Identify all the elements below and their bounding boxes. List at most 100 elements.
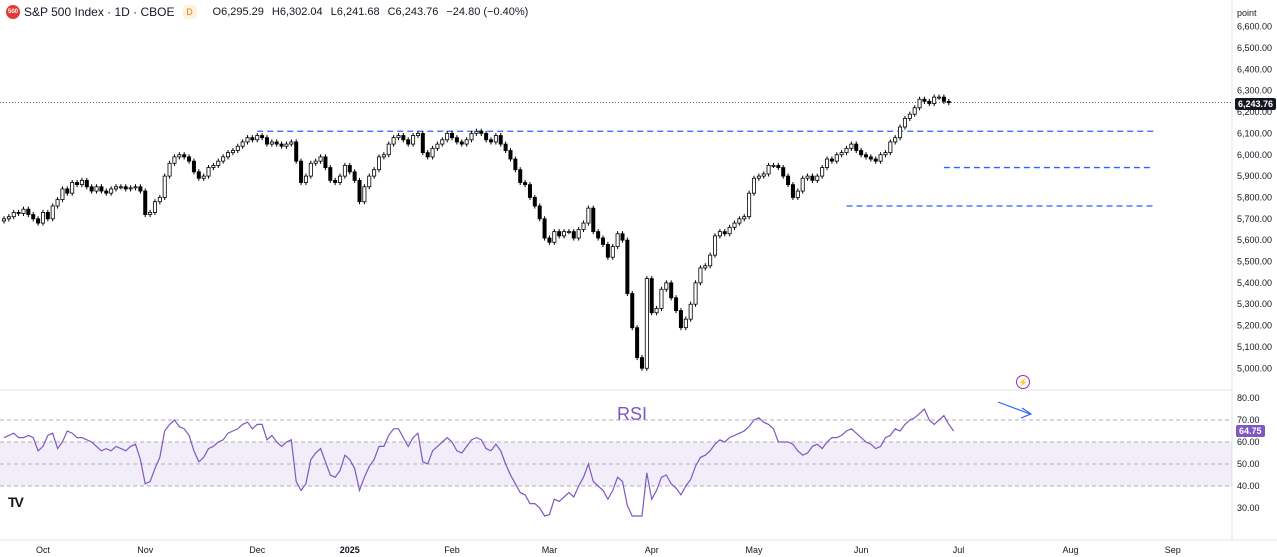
price-tick-label: 5,000.00 — [1237, 363, 1272, 373]
candle-body — [342, 165, 347, 177]
candle-body — [586, 207, 591, 224]
candle-body — [55, 199, 60, 207]
candle-body — [352, 171, 357, 181]
candle-body — [664, 282, 669, 290]
candle-body — [805, 175, 810, 179]
candle-body — [454, 137, 459, 143]
rsi-tick-label: 40.00 — [1237, 481, 1260, 491]
candle-body — [6, 216, 11, 220]
candle-body — [883, 152, 888, 156]
candle-body — [800, 177, 805, 192]
candle-body — [191, 160, 196, 173]
candle-body — [639, 357, 644, 369]
candle-body — [766, 165, 771, 175]
candle-body — [795, 190, 800, 198]
candle-body — [89, 186, 94, 192]
candle-body — [503, 143, 508, 151]
tradingview-logo[interactable]: TV — [8, 494, 24, 510]
candle-body — [815, 175, 820, 181]
candle-body — [917, 98, 922, 109]
candle-body — [79, 179, 84, 186]
candle-body — [450, 132, 455, 139]
candle-body — [659, 288, 664, 309]
candle-body — [201, 175, 206, 179]
candle-body — [391, 137, 396, 145]
candle-body — [620, 233, 625, 241]
time-tick-label: 2025 — [340, 545, 360, 555]
candle-body — [118, 186, 123, 189]
candle-body — [615, 233, 620, 247]
candle-body — [260, 135, 265, 139]
candle-body — [411, 135, 416, 145]
flash-icon[interactable]: ⚡ — [1016, 375, 1030, 389]
candle-body — [859, 150, 864, 156]
candle-body — [182, 154, 187, 158]
candle-body — [737, 218, 742, 224]
candle-body — [148, 211, 153, 215]
candle-body — [430, 147, 435, 158]
candle-body — [484, 132, 489, 141]
candle-body — [70, 182, 75, 194]
rsi-last-tag: 64.75 — [1236, 425, 1265, 437]
candle-body — [138, 186, 143, 192]
candle-body — [445, 132, 450, 141]
candle-body — [747, 192, 752, 218]
candle-body — [732, 222, 737, 228]
candle-body — [557, 231, 562, 237]
candle-body — [294, 141, 299, 162]
candle-body — [834, 154, 839, 162]
candle-body — [756, 175, 761, 179]
candle-body — [362, 186, 367, 203]
candle-body — [878, 154, 883, 162]
candle-body — [36, 218, 41, 224]
candle-body — [571, 231, 576, 239]
candle-body — [167, 162, 172, 177]
axis-unit-label[interactable]: point — [1237, 8, 1257, 18]
rsi-tick-label: 80.00 — [1237, 393, 1260, 403]
candle-body — [133, 186, 138, 189]
candle-body — [255, 135, 260, 141]
candle-body — [415, 132, 420, 136]
candle-body — [610, 246, 615, 258]
candle-body — [493, 135, 498, 143]
candle-body — [16, 211, 21, 214]
candle-body — [162, 175, 167, 198]
candle-body — [649, 278, 654, 314]
candle-body — [790, 184, 795, 198]
candle-body — [11, 211, 16, 218]
candle-body — [123, 186, 128, 190]
candle-body — [581, 222, 586, 230]
candle-body — [849, 143, 854, 149]
candle-body — [396, 135, 401, 139]
rsi-tick-label: 50.00 — [1237, 459, 1260, 469]
candle-body — [128, 187, 133, 190]
candle-body — [537, 205, 542, 220]
rsi-tick-label: 30.00 — [1237, 503, 1260, 513]
sp500-logo-icon: 500 — [6, 5, 20, 19]
candle-body — [143, 190, 148, 215]
open-value: O6,295.29 — [212, 6, 264, 18]
candle-body — [104, 190, 109, 194]
candle-body — [937, 96, 942, 99]
candle-body — [820, 167, 825, 177]
candle-body — [488, 139, 493, 143]
candle-body — [683, 318, 688, 329]
candle-body — [187, 156, 192, 162]
price-tick-label: 5,300.00 — [1237, 299, 1272, 309]
symbol-title[interactable]: S&P 500 Index · 1D · CBOE — [24, 5, 175, 19]
low-value: L6,241.68 — [330, 6, 380, 18]
data-badge-icon[interactable]: D — [182, 5, 197, 19]
candle-body — [810, 175, 815, 181]
candle-body — [84, 179, 89, 188]
candle-body — [206, 167, 211, 177]
candle-body — [264, 137, 269, 145]
candle-body — [562, 231, 567, 237]
candle-body — [771, 165, 776, 167]
candle-body — [279, 143, 284, 147]
candle-body — [40, 211, 45, 224]
candle-body — [941, 96, 946, 102]
candle-body — [245, 137, 250, 143]
time-tick-label: May — [745, 545, 763, 555]
candle-body — [99, 186, 104, 192]
